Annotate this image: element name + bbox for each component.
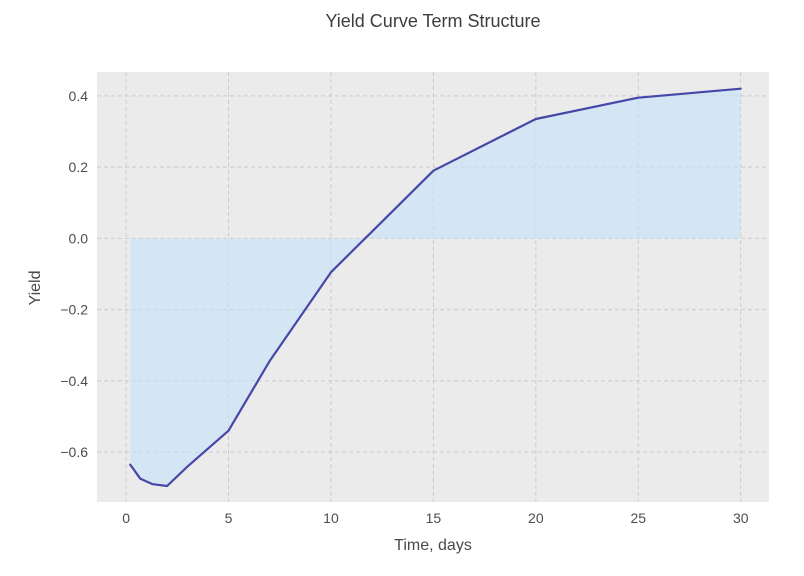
y-tick-label: 0.2: [69, 159, 89, 175]
y-tick-label: 0.0: [69, 230, 89, 246]
x-tick-label: 15: [426, 510, 442, 526]
y-tick-label: 0.4: [69, 88, 89, 104]
curve-fill: [130, 88, 741, 486]
chart-title: Yield Curve Term Structure: [325, 11, 541, 31]
x-tick-label: 0: [122, 510, 130, 526]
x-tick-label: 10: [323, 510, 339, 526]
y-tick-label: −0.6: [60, 444, 88, 460]
x-tick-label: 30: [733, 510, 749, 526]
yield-curve-line: [129, 87, 742, 488]
x-tick-label: 25: [630, 510, 646, 526]
x-tick-label: 20: [528, 510, 544, 526]
y-tick-label: −0.4: [60, 373, 88, 389]
y-tick-label: −0.2: [60, 302, 88, 318]
x-axis-label: Time, days: [394, 537, 472, 554]
x-tick-label: 5: [225, 510, 233, 526]
